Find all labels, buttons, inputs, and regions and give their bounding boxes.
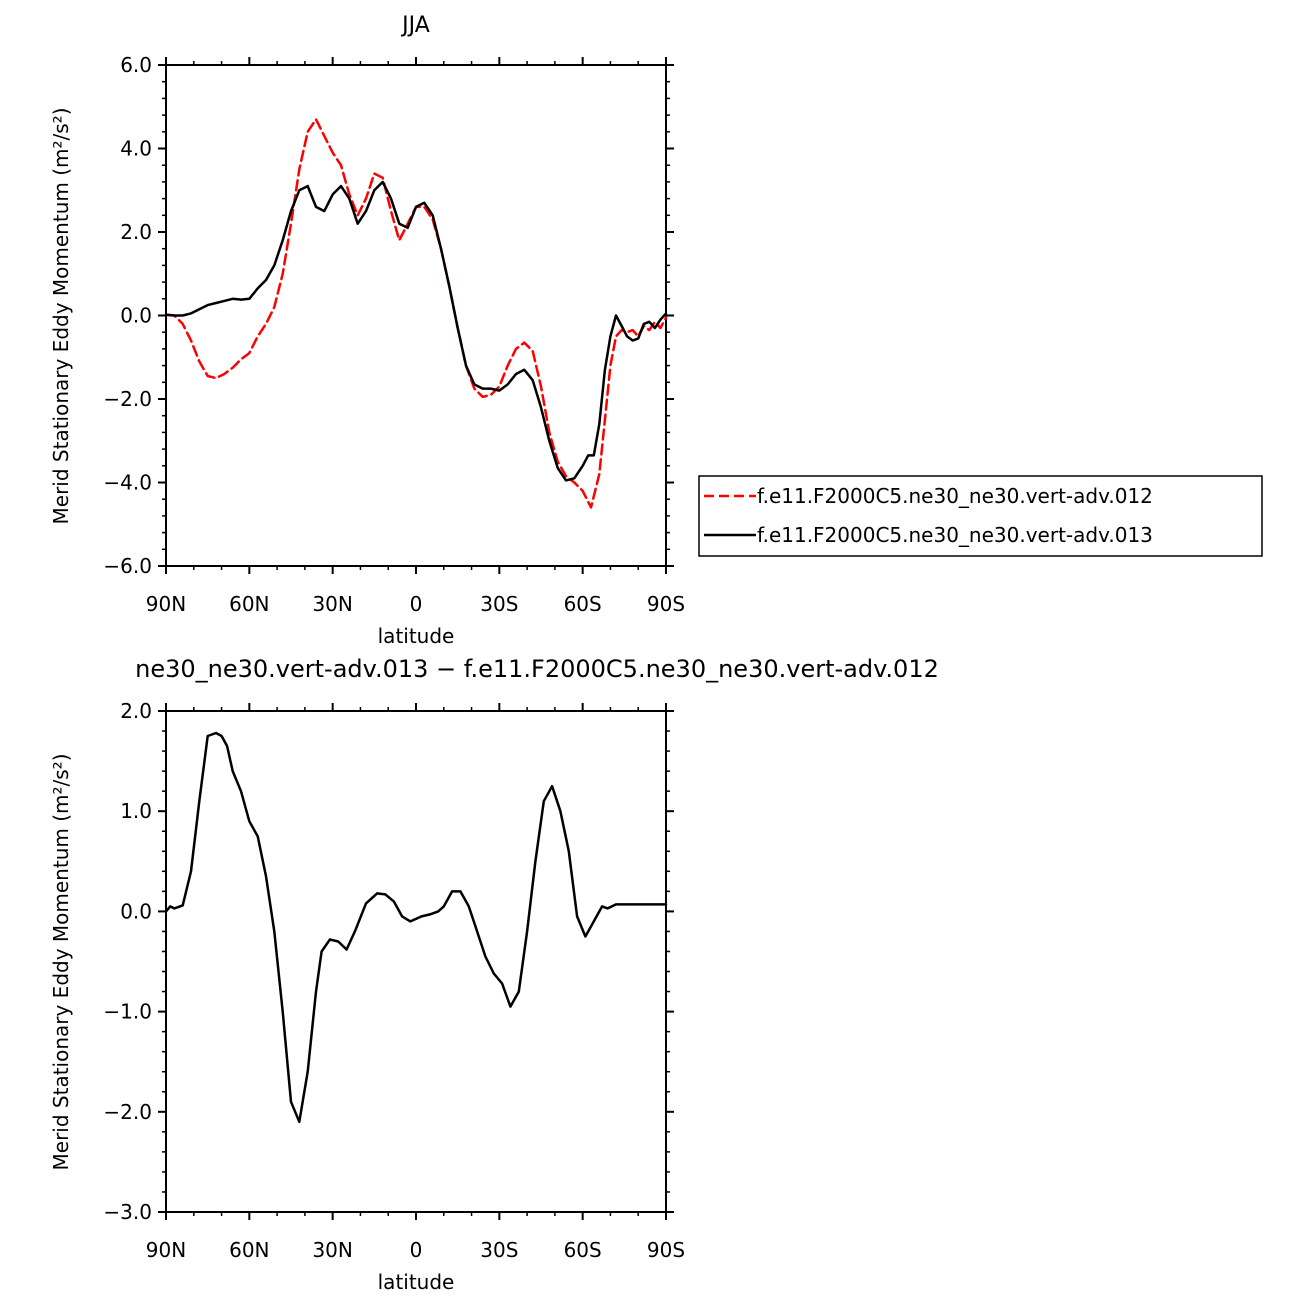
top-y-tick-label: −2.0 <box>103 387 152 411</box>
top-series-line-1 <box>164 180 668 482</box>
top-y-tick-label: 4.0 <box>120 137 152 161</box>
bottom-y-tick-label: −1.0 <box>103 1000 152 1024</box>
bottom-x-tick-label: 30S <box>480 1238 518 1262</box>
bottom-x-tick-label: 0 <box>410 1238 423 1262</box>
bottom-x-tick-label: 60S <box>564 1238 602 1262</box>
top-axis-ticks <box>158 57 674 574</box>
legend-box <box>698 475 1263 557</box>
top-x-tick-label: 60N <box>229 592 269 616</box>
bottom-plot-lines <box>164 731 668 1124</box>
top-plot-frame <box>165 64 667 567</box>
bottom-chart-title: ne30_ne30.vert-adv.013 − f.e11.F2000C5.n… <box>135 655 939 683</box>
top-x-tick-label: 90S <box>647 592 685 616</box>
top-series-line-0 <box>164 118 668 509</box>
top-y-tick-label: 2.0 <box>120 220 152 244</box>
bottom-x-tick-label: 60N <box>229 1238 269 1262</box>
bottom-y-tick-label: −3.0 <box>103 1200 152 1224</box>
top-x-tick-label: 60S <box>564 592 602 616</box>
top-y-axis-label: Merid Stationary Eddy Momentum (m²/s²) <box>49 108 73 525</box>
bottom-y-tick-label: 2.0 <box>120 699 152 723</box>
bottom-x-tick-label: 90N <box>146 1238 186 1262</box>
bottom-axis-ticks <box>158 703 674 1220</box>
top-x-axis-label: latitude <box>378 624 455 648</box>
top-y-tick-label: −4.0 <box>103 471 152 495</box>
bottom-plot-frame <box>165 710 667 1213</box>
bottom-x-tick-label: 30N <box>312 1238 352 1262</box>
bottom-y-axis-label: Merid Stationary Eddy Momentum (m²/s²) <box>49 754 73 1171</box>
legend-label-013: f.e11.F2000C5.ne30_ne30.vert-adv.013 <box>757 523 1153 547</box>
top-x-tick-label: 30S <box>480 592 518 616</box>
top-x-tick-labels: 90N 60N 30N 0 30S 60S 90S <box>146 592 685 616</box>
top-x-tick-label: 0 <box>410 592 423 616</box>
top-y-tick-labels: −6.0 −4.0 −2.0 0.0 2.0 4.0 6.0 <box>103 53 152 578</box>
bottom-x-axis-label: latitude <box>378 1270 455 1294</box>
legend: f.e11.F2000C5.ne30_ne30.vert-adv.012 f.e… <box>698 475 1263 557</box>
top-x-tick-label: 90N <box>146 592 186 616</box>
bottom-x-tick-label: 90S <box>647 1238 685 1262</box>
legend-label-012: f.e11.F2000C5.ne30_ne30.vert-adv.012 <box>757 484 1153 508</box>
bottom-panel: ne30_ne30.vert-adv.013 − f.e11.F2000C5.n… <box>49 655 939 1294</box>
top-chart-title: JJA <box>400 13 430 38</box>
top-y-tick-label: −6.0 <box>103 554 152 578</box>
bottom-x-tick-labels: 90N 60N 30N 0 30S 60S 90S <box>146 1238 685 1262</box>
top-plot-lines <box>164 118 668 509</box>
bottom-y-tick-labels: −3.0 −2.0 −1.0 0.0 1.0 2.0 <box>103 699 152 1224</box>
bottom-y-tick-label: −2.0 <box>103 1100 152 1124</box>
top-y-tick-label: 0.0 <box>120 304 152 328</box>
top-y-tick-label: 6.0 <box>120 53 152 77</box>
top-x-tick-label: 30N <box>312 592 352 616</box>
bottom-series-line-0 <box>164 731 668 1124</box>
bottom-y-tick-label: 0.0 <box>120 899 152 923</box>
bottom-y-tick-label: 1.0 <box>120 799 152 823</box>
top-panel: JJA −6.0 −4.0 −2.0 0.0 2.0 4.0 6.0 90N 60N 30N 0 3… <box>49 13 685 648</box>
